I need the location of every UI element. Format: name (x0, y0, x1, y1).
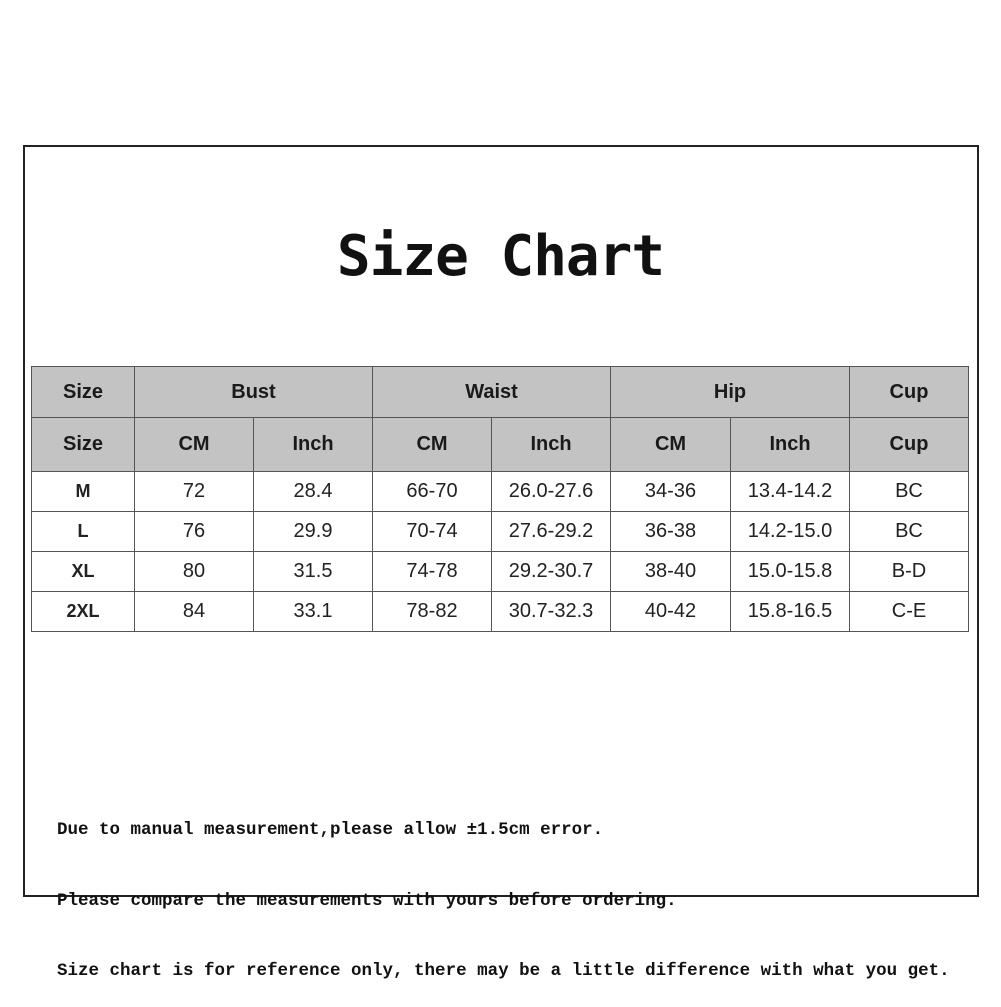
value-cell: 70-74 (372, 511, 492, 552)
value-cell: 14.2-15.0 (730, 511, 850, 552)
value-cell: 78-82 (372, 591, 492, 632)
value-cell: 30.7-32.3 (491, 591, 611, 632)
size-cell: M (31, 471, 135, 512)
note-line: Size chart is for reference only, there … (57, 961, 950, 981)
table-row: L 76 29.9 70-74 27.6-29.2 36-38 14.2-15.0 BC (31, 511, 969, 552)
value-cell: 72 (134, 471, 254, 512)
value-cell: 28.4 (253, 471, 373, 512)
value-cell: 76 (134, 511, 254, 552)
value-cell: 33.1 (253, 591, 373, 632)
page-title: Size Chart (336, 224, 665, 289)
value-cell: 15.8-16.5 (730, 591, 850, 632)
header-cell: Inch (491, 417, 611, 472)
value-cell: B-D (849, 551, 969, 592)
header-cell: Waist (372, 366, 611, 418)
header-cell: Inch (253, 417, 373, 472)
size-cell: 2XL (31, 591, 135, 632)
value-cell: 26.0-27.6 (491, 471, 611, 512)
table-row: M 72 28.4 66-70 26.0-27.6 34-36 13.4-14.2 BC (31, 471, 969, 512)
value-cell: 15.0-15.8 (730, 551, 850, 592)
header-cell: Size (31, 417, 135, 472)
header-cell: Size (31, 366, 135, 418)
value-cell: BC (849, 471, 969, 512)
header-cell: Cup (849, 366, 969, 418)
sub-header-row: Size CM Inch CM Inch CM Inch Cup (31, 417, 969, 472)
value-cell: 29.2-30.7 (491, 551, 611, 592)
value-cell: 84 (134, 591, 254, 632)
value-cell: 66-70 (372, 471, 492, 512)
chart-frame (23, 145, 979, 897)
size-cell: XL (31, 551, 135, 592)
value-cell: 31.5 (253, 551, 373, 592)
value-cell: 74-78 (372, 551, 492, 592)
header-cell: CM (610, 417, 731, 472)
table-row: 2XL 84 33.1 78-82 30.7-32.3 40-42 15.8-16.5 C-E (31, 591, 969, 632)
group-header-row: Size Bust Waist Hip Cup (31, 366, 969, 418)
value-cell: 80 (134, 551, 254, 592)
note-line: Please compare the measurements with you… (57, 890, 677, 911)
value-cell: BC (849, 511, 969, 552)
value-cell: 29.9 (253, 511, 373, 552)
table-row: XL 80 31.5 74-78 29.2-30.7 38-40 15.0-15.8 B-D (31, 551, 969, 592)
notes: Due to manual measurement,please allow ±… (57, 772, 950, 1007)
value-cell: 36-38 (610, 511, 731, 552)
value-cell: 40-42 (610, 591, 731, 632)
header-cell: CM (372, 417, 492, 472)
header-cell: CM (134, 417, 254, 472)
note-line: Due to manual measurement,please allow ±… (57, 820, 604, 840)
size-table: Size Bust Waist Hip Cup Size CM Inch CM Inch… (31, 366, 969, 632)
value-cell: 27.6-29.2 (491, 511, 611, 552)
header-cell: Cup (849, 417, 969, 472)
value-cell: 34-36 (610, 471, 731, 512)
header-cell: Inch (730, 417, 850, 472)
value-cell: 38-40 (610, 551, 731, 592)
header-cell: Hip (610, 366, 850, 418)
value-cell: 13.4-14.2 (730, 471, 850, 512)
value-cell: C-E (849, 591, 969, 632)
size-cell: L (31, 511, 135, 552)
header-cell: Bust (134, 366, 373, 418)
